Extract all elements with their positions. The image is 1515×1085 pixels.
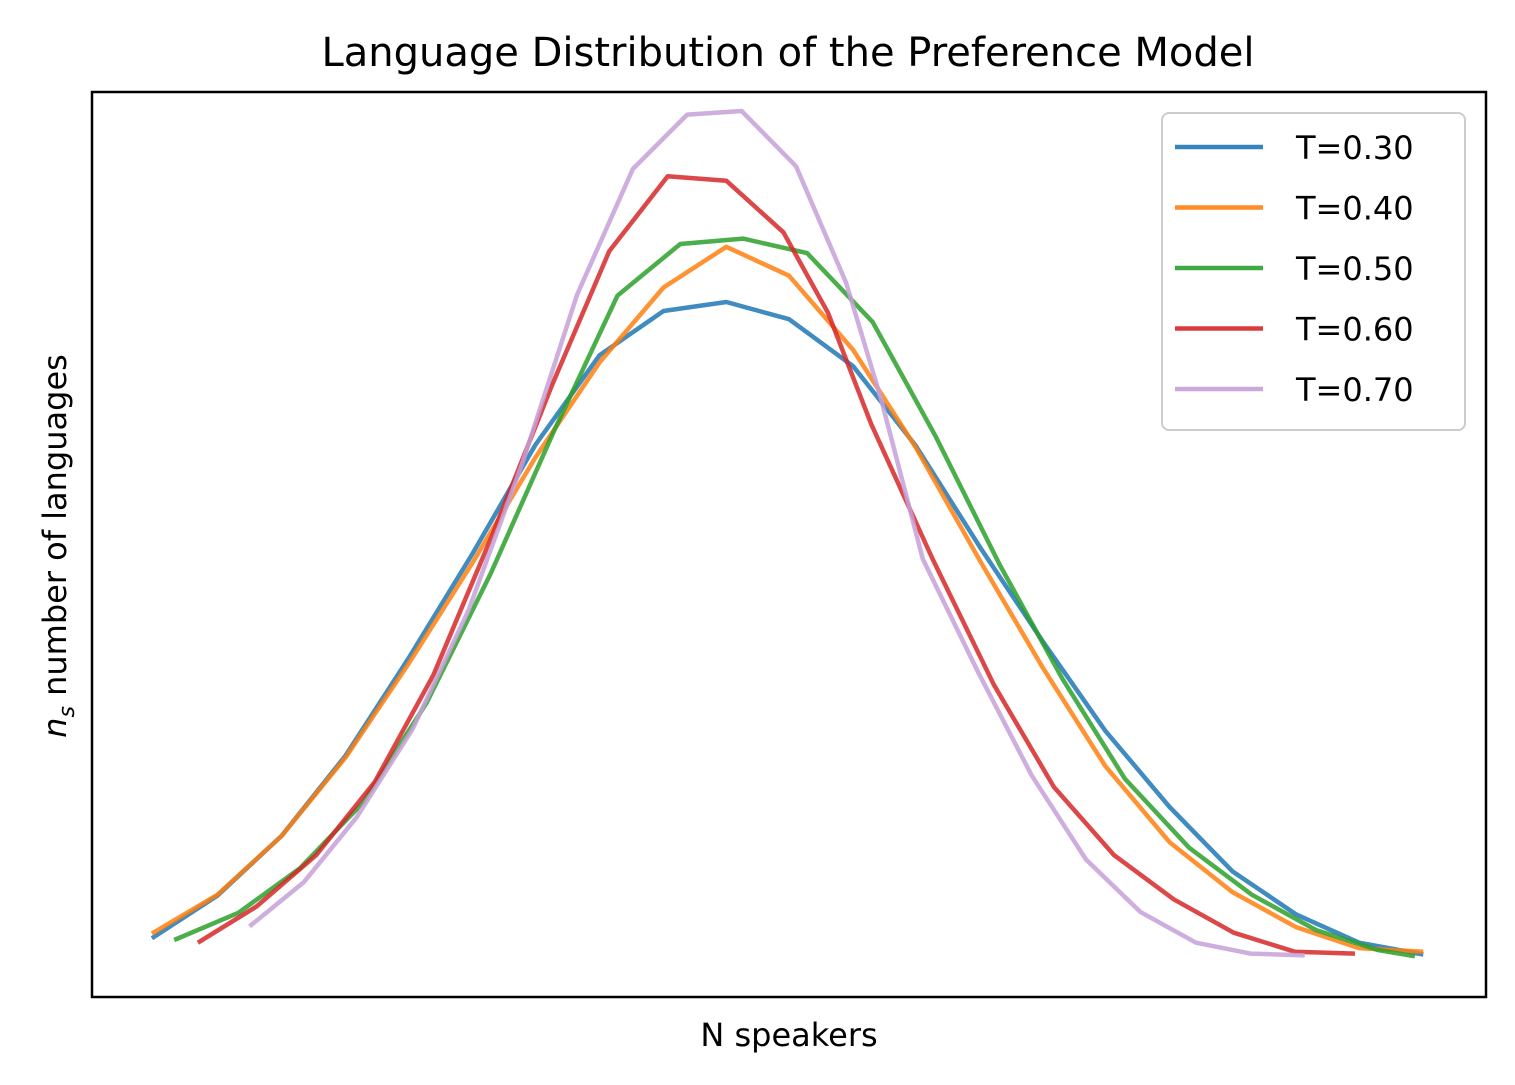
plot-frame xyxy=(90,90,1488,999)
y-axis-label-n: n xyxy=(36,718,74,738)
x-axis-label: N speakers xyxy=(700,1016,877,1054)
legend-label-5: T=0.70 xyxy=(1295,371,1414,409)
legend-entries: T=0.30 T=0.40 T=0.50 T=0.60 T=0.70 xyxy=(1175,129,1414,409)
plot-area xyxy=(150,108,1424,959)
y-axis-label-subscript: s xyxy=(55,706,80,717)
y-axis-label-text: number of languages xyxy=(36,354,74,706)
legend-label-4: T=0.60 xyxy=(1295,311,1414,349)
series-line-5 xyxy=(248,108,1305,958)
y-axis-label: ns number of languages xyxy=(36,354,80,738)
legend-box xyxy=(1161,112,1466,431)
legend-label-3: T=0.50 xyxy=(1295,250,1414,288)
series-line-4 xyxy=(196,173,1356,956)
legend-label-1: T=0.30 xyxy=(1295,129,1414,167)
legend-label-2: T=0.40 xyxy=(1295,190,1414,228)
legend: T=0.30 T=0.40 T=0.50 T=0.60 T=0.70 xyxy=(1161,112,1466,431)
series-line-2 xyxy=(150,244,1424,955)
chart-title: Language Distribution of the Preference … xyxy=(321,30,1254,76)
